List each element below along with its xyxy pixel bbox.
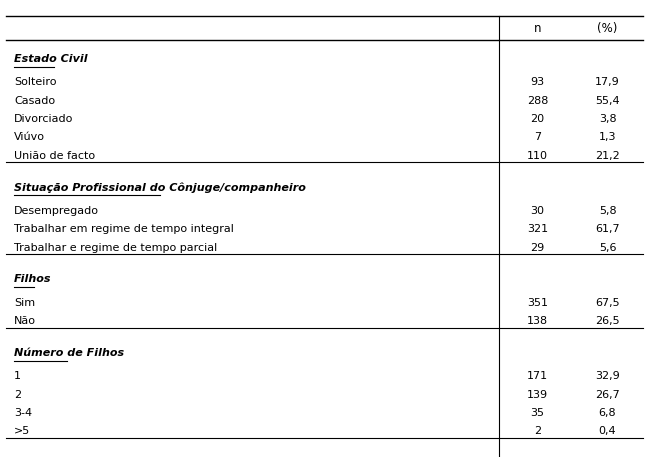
Text: Solteiro: Solteiro bbox=[14, 77, 56, 87]
Text: Trabalhar em regime de tempo integral: Trabalhar em regime de tempo integral bbox=[14, 224, 234, 234]
Text: 29: 29 bbox=[530, 243, 545, 253]
Text: Estado Civil: Estado Civil bbox=[14, 53, 88, 64]
Text: 32,9: 32,9 bbox=[595, 372, 620, 382]
Text: (%): (%) bbox=[597, 21, 618, 35]
Text: Viúvo: Viúvo bbox=[14, 133, 45, 143]
Text: 1: 1 bbox=[14, 372, 21, 382]
Text: 321: 321 bbox=[527, 224, 548, 234]
Text: 17,9: 17,9 bbox=[595, 77, 620, 87]
Text: 6,8: 6,8 bbox=[599, 408, 617, 418]
Text: Divorciado: Divorciado bbox=[14, 114, 73, 124]
Text: 351: 351 bbox=[527, 298, 548, 308]
Text: 21,2: 21,2 bbox=[595, 151, 620, 161]
Text: 5,8: 5,8 bbox=[599, 206, 617, 216]
Text: Casado: Casado bbox=[14, 96, 55, 106]
Text: >5: >5 bbox=[14, 426, 31, 436]
Text: Número de Filhos: Número de Filhos bbox=[14, 348, 124, 358]
Text: 3-4: 3-4 bbox=[14, 408, 32, 418]
Text: Não: Não bbox=[14, 316, 36, 326]
Text: 0,4: 0,4 bbox=[599, 426, 617, 436]
Text: 93: 93 bbox=[530, 77, 545, 87]
Text: 288: 288 bbox=[527, 96, 548, 106]
Text: 110: 110 bbox=[527, 151, 548, 161]
Text: 61,7: 61,7 bbox=[595, 224, 620, 234]
Text: 1,3: 1,3 bbox=[599, 133, 617, 143]
Text: 26,7: 26,7 bbox=[595, 390, 620, 400]
Text: 7: 7 bbox=[534, 133, 541, 143]
Text: 20: 20 bbox=[530, 114, 545, 124]
Text: 2: 2 bbox=[534, 426, 541, 436]
Text: 55,4: 55,4 bbox=[595, 96, 620, 106]
Text: 2: 2 bbox=[14, 390, 21, 400]
Text: Filhos: Filhos bbox=[14, 274, 52, 284]
Text: Desempregado: Desempregado bbox=[14, 206, 99, 216]
Text: 26,5: 26,5 bbox=[595, 316, 620, 326]
Text: União de facto: União de facto bbox=[14, 151, 95, 161]
Text: 3,8: 3,8 bbox=[599, 114, 617, 124]
Text: 5,6: 5,6 bbox=[599, 243, 617, 253]
Text: 138: 138 bbox=[527, 316, 548, 326]
Text: Trabalhar e regime de tempo parcial: Trabalhar e regime de tempo parcial bbox=[14, 243, 217, 253]
Text: 67,5: 67,5 bbox=[595, 298, 620, 308]
Text: 171: 171 bbox=[527, 372, 548, 382]
Text: 35: 35 bbox=[531, 408, 545, 418]
Text: 139: 139 bbox=[527, 390, 548, 400]
Text: 30: 30 bbox=[531, 206, 545, 216]
Text: Sim: Sim bbox=[14, 298, 35, 308]
Text: n: n bbox=[534, 21, 541, 35]
Text: Situação Profissional do Cônjuge/companheiro: Situação Profissional do Cônjuge/companh… bbox=[14, 182, 306, 192]
